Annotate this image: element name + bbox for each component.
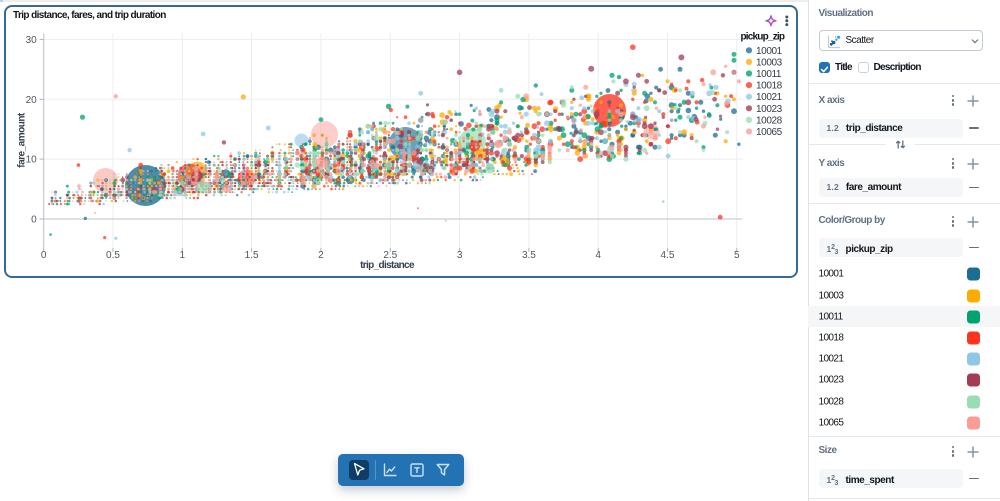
svg-text:trip_distance: trip_distance xyxy=(360,260,415,271)
svg-text:fare_amount: fare_amount xyxy=(16,112,27,168)
svg-text:1: 1 xyxy=(179,250,185,261)
svg-text:10028: 10028 xyxy=(756,115,783,126)
svg-text:2.5: 2.5 xyxy=(383,250,397,261)
svg-text:20: 20 xyxy=(25,94,37,105)
svg-text:10065: 10065 xyxy=(756,127,783,138)
svg-text:3: 3 xyxy=(456,250,462,261)
svg-text:0: 0 xyxy=(31,214,37,225)
svg-text:pickup_zip: pickup_zip xyxy=(740,31,784,42)
svg-text:4: 4 xyxy=(595,250,601,261)
svg-text:10: 10 xyxy=(25,154,37,165)
svg-text:30: 30 xyxy=(25,35,37,46)
svg-text:0.5: 0.5 xyxy=(106,250,120,261)
svg-text:10001: 10001 xyxy=(756,45,783,56)
svg-text:10003: 10003 xyxy=(756,57,783,68)
svg-text:1.5: 1.5 xyxy=(244,250,258,261)
svg-text:4.5: 4.5 xyxy=(660,250,674,261)
svg-text:2: 2 xyxy=(318,250,324,261)
svg-text:10023: 10023 xyxy=(756,103,783,114)
svg-text:5: 5 xyxy=(734,250,740,261)
svg-text:10021: 10021 xyxy=(756,92,783,103)
svg-text:3.5: 3.5 xyxy=(521,250,535,261)
svg-text:0: 0 xyxy=(40,250,46,261)
svg-text:10011: 10011 xyxy=(756,69,782,80)
svg-text:10018: 10018 xyxy=(756,80,783,91)
